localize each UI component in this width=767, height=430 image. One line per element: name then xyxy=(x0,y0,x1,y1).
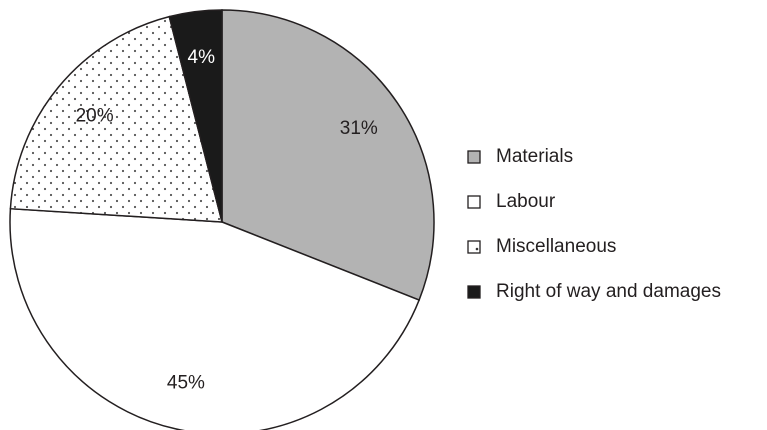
slice-label: 31% xyxy=(340,118,378,139)
legend-label: Labour xyxy=(496,191,556,212)
pie-slice xyxy=(9,15,223,223)
legend-label: Miscellaneous xyxy=(496,236,616,257)
slice-label: 45% xyxy=(167,372,205,393)
pie-slice xyxy=(9,207,421,430)
legend-label: Right of way and damages xyxy=(496,281,721,302)
legend-swatch xyxy=(467,285,481,299)
legend-swatch xyxy=(467,240,481,254)
legend-label: Materials xyxy=(496,146,573,167)
pie-slice xyxy=(168,9,223,223)
legend-swatch xyxy=(467,150,481,164)
pie-slice xyxy=(221,9,435,302)
slice-label: 20% xyxy=(76,106,114,127)
slice-label: 4% xyxy=(188,47,216,68)
legend-swatch xyxy=(467,195,481,209)
